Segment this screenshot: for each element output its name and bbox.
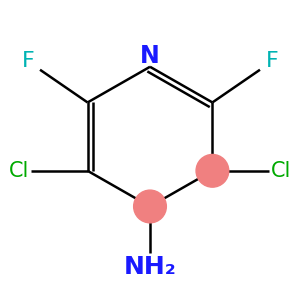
Text: F: F — [266, 51, 278, 71]
Circle shape — [196, 154, 229, 187]
Circle shape — [134, 190, 166, 223]
Text: F: F — [22, 51, 34, 71]
Text: N: N — [140, 44, 160, 68]
Text: Cl: Cl — [9, 161, 29, 181]
Text: Cl: Cl — [271, 161, 291, 181]
Text: NH₂: NH₂ — [124, 255, 176, 279]
